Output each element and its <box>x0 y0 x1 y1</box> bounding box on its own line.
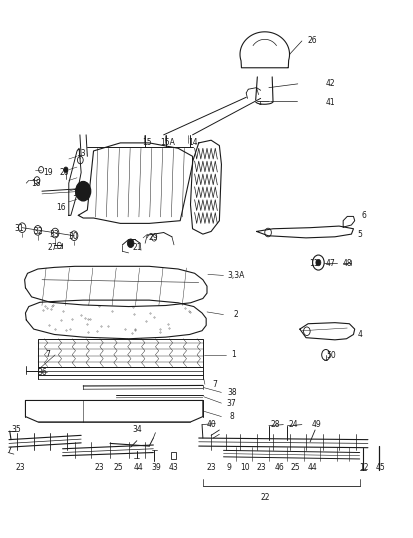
Text: 25: 25 <box>290 463 300 472</box>
Bar <box>38 339 202 367</box>
Text: 22: 22 <box>259 493 269 501</box>
Text: 17: 17 <box>72 189 82 199</box>
Text: 47: 47 <box>325 259 335 268</box>
Ellipse shape <box>127 239 134 247</box>
Text: 19: 19 <box>43 168 53 177</box>
Text: 10: 10 <box>240 463 249 472</box>
Text: 1: 1 <box>231 350 236 359</box>
Text: 7: 7 <box>212 380 217 389</box>
Text: 9: 9 <box>225 463 230 472</box>
Text: 27: 27 <box>47 243 57 252</box>
Bar <box>170 452 176 459</box>
Text: 4: 4 <box>356 330 361 339</box>
Text: 21: 21 <box>132 243 141 252</box>
Text: 14: 14 <box>187 138 197 147</box>
Text: 20: 20 <box>60 168 69 177</box>
Text: 44: 44 <box>134 463 143 472</box>
Text: 7: 7 <box>45 350 50 359</box>
Text: 25: 25 <box>113 463 123 472</box>
Text: 44: 44 <box>306 463 316 472</box>
Text: 38: 38 <box>226 388 236 397</box>
Text: 18: 18 <box>31 179 40 188</box>
Text: 6: 6 <box>361 211 366 220</box>
Text: 16: 16 <box>56 203 65 212</box>
Text: 13: 13 <box>76 149 86 158</box>
Text: 3,3A: 3,3A <box>227 271 244 280</box>
Text: 40: 40 <box>206 420 216 429</box>
Text: 12: 12 <box>358 463 368 472</box>
Text: 49: 49 <box>311 420 320 429</box>
Ellipse shape <box>76 181 90 201</box>
Text: 8: 8 <box>229 412 234 421</box>
Text: 23: 23 <box>95 463 104 472</box>
Text: 29: 29 <box>148 233 158 243</box>
Text: 45: 45 <box>375 463 384 472</box>
Text: 23: 23 <box>206 463 216 472</box>
Text: 46: 46 <box>274 463 283 472</box>
Text: 32: 32 <box>33 227 43 236</box>
Text: 42: 42 <box>325 80 335 88</box>
Text: 34: 34 <box>132 426 141 435</box>
Text: 39: 39 <box>152 463 161 472</box>
Ellipse shape <box>64 167 68 172</box>
Text: 37: 37 <box>226 399 236 408</box>
Text: 35: 35 <box>12 426 21 435</box>
Text: 5: 5 <box>356 230 361 239</box>
Text: 24: 24 <box>288 420 298 429</box>
Text: 26: 26 <box>307 37 316 45</box>
Text: 15A: 15A <box>160 138 175 147</box>
Text: 23: 23 <box>15 463 25 472</box>
Ellipse shape <box>315 259 320 266</box>
Text: 23: 23 <box>256 463 266 472</box>
Text: 30: 30 <box>68 232 78 242</box>
Text: 28: 28 <box>270 420 279 429</box>
Text: 31: 31 <box>14 224 24 233</box>
Text: 41: 41 <box>325 98 335 107</box>
Text: 33: 33 <box>49 230 59 239</box>
Text: 43: 43 <box>169 463 178 472</box>
Text: 15: 15 <box>142 138 152 147</box>
Text: 50: 50 <box>325 351 335 360</box>
Text: 36: 36 <box>37 367 47 377</box>
Text: 48: 48 <box>342 259 351 268</box>
Text: 11: 11 <box>309 259 318 268</box>
Text: 2: 2 <box>233 310 238 319</box>
